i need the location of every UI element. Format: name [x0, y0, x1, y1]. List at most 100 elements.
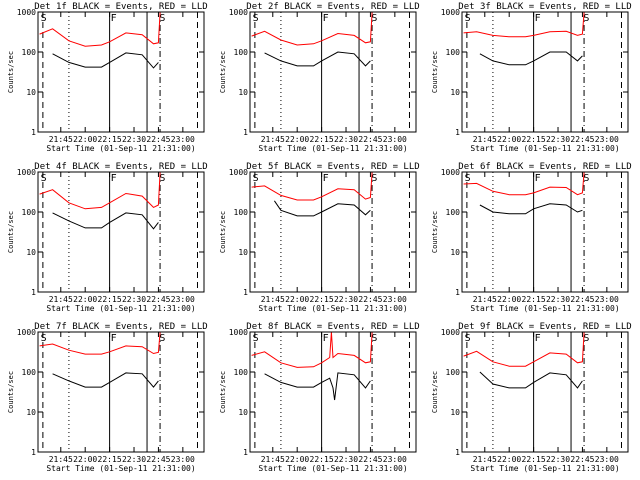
x-tick-label: 22:00 — [285, 455, 309, 464]
x-tick-label: 22:15 — [310, 295, 334, 304]
y-tick-label: 1000 — [17, 168, 36, 177]
y-tick-label: 1 — [455, 448, 460, 457]
x-axis-label: Start Time (01-Sep-11 21:31:00) — [470, 304, 619, 313]
chart-panel-1: S F S 1 10 100 1000 21:45 22:00 22:15 22:30 22:45 23… — [7, 2, 208, 153]
chart-title: Det 6f BLACK = Events, RED = LLD — [458, 162, 631, 172]
x-tick-label: 22:45 — [570, 455, 594, 464]
lld-series-line — [39, 11, 161, 47]
y-axis-label: Counts/sec — [7, 51, 15, 93]
x-tick-label: 22:45 — [358, 295, 382, 304]
y-tick-label: 1000 — [441, 328, 460, 337]
x-tick-label: 23:00 — [383, 455, 407, 464]
lld-series-line — [251, 11, 373, 46]
x-tick-label: 22:15 — [522, 295, 546, 304]
lld-series-line — [39, 331, 161, 355]
x-tick-label: 23:00 — [595, 135, 619, 144]
x-tick-label: 21:45 — [49, 295, 73, 304]
chart-title: Det 9f BLACK = Events, RED = LLD — [458, 322, 631, 332]
y-tick-label: 1 — [31, 288, 36, 297]
events-series-line — [479, 203, 583, 215]
event-flag: S — [253, 333, 259, 344]
lld-series-line — [39, 171, 161, 210]
event-flag: F — [111, 13, 117, 24]
y-tick-label: 100 — [234, 368, 249, 377]
lld-series-line — [251, 331, 373, 368]
chart-panel-7: S F S 1 10 100 1000 21:45 22:00 22:15 22:30 22:45 23… — [7, 322, 208, 473]
y-tick-label: 10 — [238, 408, 248, 417]
y-axis-label: Counts/sec — [219, 371, 227, 413]
y-tick-label: 100 — [22, 48, 37, 57]
x-tick-label: 22:00 — [285, 295, 309, 304]
chart-panel-3: S F S 1 10 100 1000 21:45 22:00 22:15 22:30 22:45 23… — [431, 2, 632, 153]
x-tick-label: 21:45 — [473, 455, 497, 464]
chart-title: Det 5f BLACK = Events, RED = LLD — [246, 162, 419, 172]
y-tick-label: 10 — [26, 88, 36, 97]
x-tick-label: 22:00 — [73, 455, 97, 464]
x-tick-label: 23:00 — [383, 295, 407, 304]
chart-panel-6: S F S 1 10 100 1000 21:45 22:00 22:15 22:30 22:45 23… — [431, 162, 632, 313]
x-tick-label: 21:45 — [261, 295, 285, 304]
x-tick-label: 21:45 — [49, 455, 73, 464]
x-tick-label: 22:00 — [497, 295, 521, 304]
x-tick-label: 22:45 — [570, 295, 594, 304]
event-flag: S — [583, 333, 589, 344]
x-tick-label: 22:15 — [522, 135, 546, 144]
y-tick-label: 10 — [450, 408, 460, 417]
y-tick-label: 100 — [446, 48, 461, 57]
x-tick-label: 22:45 — [570, 135, 594, 144]
x-tick-label: 21:45 — [261, 455, 285, 464]
y-tick-label: 1000 — [441, 168, 460, 177]
event-flag: S — [465, 13, 471, 24]
y-tick-label: 1 — [31, 128, 36, 137]
event-flag: S — [253, 173, 259, 184]
x-tick-label: 22:30 — [122, 295, 146, 304]
plot-frame — [37, 171, 205, 293]
y-axis-label: Counts/sec — [431, 211, 439, 253]
event-flag: F — [323, 173, 329, 184]
lld-series-line — [463, 171, 585, 196]
y-tick-label: 100 — [446, 368, 461, 377]
chart-title: Det 8f BLACK = Events, RED = LLD — [246, 322, 419, 332]
plot-frame — [249, 331, 417, 453]
event-flag: F — [535, 333, 541, 344]
event-flag: S — [159, 173, 165, 184]
x-tick-label: 23:00 — [171, 455, 195, 464]
events-series-line — [52, 372, 159, 388]
events-series-line — [479, 371, 583, 389]
x-tick-label: 23:00 — [171, 135, 195, 144]
x-axis-label: Start Time (01-Sep-11 21:31:00) — [46, 144, 195, 153]
chart-panel-4: S F S 1 10 100 1000 21:45 22:00 22:15 22:30 22:45 23… — [7, 162, 208, 313]
event-flag: S — [41, 13, 47, 24]
x-tick-label: 22:15 — [98, 135, 122, 144]
plot-frame — [461, 331, 629, 453]
x-axis-label: Start Time (01-Sep-11 21:31:00) — [258, 464, 407, 473]
plot-frame — [249, 171, 417, 293]
x-axis-label: Start Time (01-Sep-11 21:31:00) — [470, 144, 619, 153]
event-flag: S — [253, 13, 259, 24]
event-flag: S — [41, 173, 47, 184]
x-tick-label: 22:00 — [497, 135, 521, 144]
event-flag: S — [583, 13, 589, 24]
events-series-line — [52, 212, 159, 230]
y-tick-label: 10 — [238, 88, 248, 97]
y-tick-label: 1 — [455, 288, 460, 297]
x-tick-label: 23:00 — [383, 135, 407, 144]
x-tick-label: 22:30 — [546, 135, 570, 144]
y-tick-label: 1 — [243, 288, 248, 297]
chart-panel-5: S F S 1 10 100 1000 21:45 22:00 22:15 22:30 22:45 23… — [219, 162, 420, 313]
x-tick-label: 22:15 — [310, 455, 334, 464]
plot-frame — [461, 11, 629, 133]
lld-series-line — [463, 11, 585, 38]
x-tick-label: 22:45 — [358, 455, 382, 464]
y-tick-label: 1000 — [441, 8, 460, 17]
chart-title: Det 2f BLACK = Events, RED = LLD — [246, 2, 419, 12]
y-tick-label: 1000 — [229, 328, 248, 337]
event-flag: S — [371, 173, 377, 184]
x-tick-label: 23:00 — [595, 455, 619, 464]
x-tick-label: 22:30 — [122, 135, 146, 144]
y-axis-label: Counts/sec — [7, 211, 15, 253]
x-tick-label: 22:15 — [522, 455, 546, 464]
plot-frame — [249, 11, 417, 133]
x-tick-label: 21:45 — [261, 135, 285, 144]
